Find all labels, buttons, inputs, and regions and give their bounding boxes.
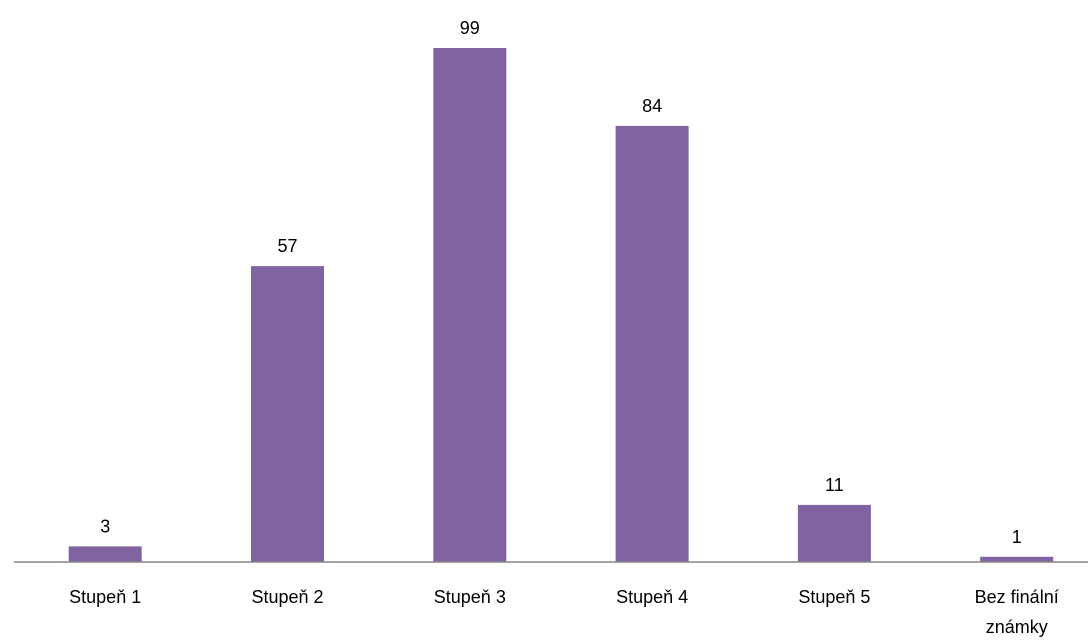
x-tick-label-5: Stupeň 5 xyxy=(798,587,870,607)
x-tick-label-2: Stupeň 2 xyxy=(251,587,323,607)
data-label-4: 84 xyxy=(642,96,662,116)
x-tick-label-line: Stupeň 1 xyxy=(69,587,141,607)
bars-layer xyxy=(68,48,1054,563)
bar-4 xyxy=(615,125,689,563)
x-tick-label-line: Bez finální xyxy=(975,587,1059,607)
x-tick-label-6: Bez finální známky xyxy=(975,587,1059,637)
x-tick-label-4: Stupeň 4 xyxy=(616,587,688,607)
bar-3 xyxy=(433,48,507,562)
x-tick-label-line: Stupeň 5 xyxy=(798,587,870,607)
data-label-2: 57 xyxy=(277,236,297,256)
x-tick-label-line: známky xyxy=(986,617,1048,637)
x-tick-label-3: Stupeň 3 xyxy=(434,587,506,607)
bar-2 xyxy=(251,266,324,562)
x-tick-label-line: Stupeň 4 xyxy=(616,587,688,607)
x-tick-label-1: Stupeň 1 xyxy=(69,587,141,607)
data-label-6: 1 xyxy=(1012,527,1022,547)
bar-1 xyxy=(68,546,142,562)
data-label-1: 3 xyxy=(100,516,110,536)
bar-6 xyxy=(980,556,1054,562)
x-tick-label-line: Stupeň 3 xyxy=(434,587,506,607)
x-tick-label-line: Stupeň 2 xyxy=(251,587,323,607)
x-tick-labels-layer: Stupeň 1 Stupeň 2 Stupeň 3 Stupeň 4 Stupeň 5… xyxy=(69,587,1059,637)
data-label-3: 99 xyxy=(460,18,480,38)
bar-5 xyxy=(797,504,871,562)
data-label-5: 11 xyxy=(825,475,844,495)
